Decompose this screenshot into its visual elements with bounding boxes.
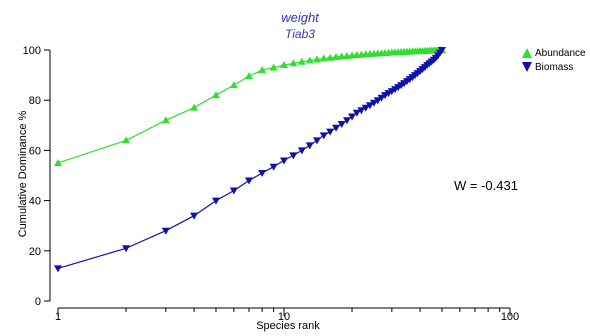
biomass-point [244, 177, 253, 185]
abundance-point [332, 53, 341, 61]
biomass-point [305, 142, 314, 150]
biomass-point [437, 47, 446, 54]
series-layer [54, 46, 446, 273]
biomass-point [352, 109, 361, 117]
x-axis-label: Species rank [256, 320, 320, 332]
biomass-point [337, 121, 346, 129]
biomass-point [122, 245, 131, 253]
abundance-point [326, 53, 335, 61]
abundance-line [57, 49, 443, 164]
abundance-point [297, 57, 306, 65]
biomass-point [332, 124, 341, 132]
biomass-point [258, 169, 267, 177]
y-tick-label: 60 [29, 145, 41, 157]
chart-subtitle: Tiab3 [285, 27, 315, 41]
biomass-point [229, 187, 238, 195]
biomass-point [365, 102, 374, 110]
biomass-point [211, 197, 220, 205]
legend-label-abundance: Abundance [535, 47, 586, 59]
legend-item-abundance: Abundance [522, 46, 586, 60]
abundance-point [54, 158, 62, 166]
biomass-point [377, 94, 386, 102]
abundance-point [269, 63, 278, 71]
axes: 0 20 40 60 80 100 1 10 100 [23, 45, 520, 323]
x-tick-label: 100 [501, 311, 519, 323]
abundance-point [229, 81, 238, 89]
biomass-point [373, 97, 382, 105]
abundance-point [161, 116, 170, 124]
legend-item-biomass: Biomass [522, 60, 586, 74]
abundance-point [122, 136, 131, 144]
biomass-point [369, 99, 378, 107]
w-statistic-annotation: W = -0.431 [454, 178, 518, 193]
y-tick-label: 40 [29, 196, 41, 208]
biomass-point [280, 157, 288, 165]
abundance-point [211, 91, 220, 99]
biomass-point [297, 147, 306, 155]
abundance-point [337, 52, 346, 60]
biomass-point [357, 107, 366, 115]
y-tick-label: 20 [29, 246, 41, 258]
abundance-point [319, 54, 328, 62]
legend: Abundance Biomass [522, 46, 586, 74]
legend-label-biomass: Biomass [535, 61, 574, 73]
biomass-point [54, 265, 62, 273]
triangle-down-icon [522, 62, 532, 72]
abundance-point [258, 66, 267, 74]
y-tick-label: 80 [29, 95, 41, 107]
y-tick-label: 0 [35, 296, 41, 308]
biomass-point [361, 104, 370, 112]
biomass-point [319, 132, 328, 140]
y-axis-label: Cumulative Dominance % [17, 110, 29, 238]
abundance-point [305, 56, 314, 64]
x-tick-label: 1 [55, 311, 61, 323]
biomass-point [326, 128, 335, 136]
triangle-up-icon [522, 48, 532, 58]
x-tick-label: 10 [278, 311, 290, 323]
biomass-point [190, 212, 199, 220]
biomass-line [57, 49, 443, 269]
abundance-point [190, 103, 199, 111]
y-tick-label: 100 [23, 45, 41, 57]
biomass-point [348, 113, 357, 121]
abundance-point [289, 59, 298, 67]
biomass-point [161, 227, 170, 235]
biomass-point [313, 137, 322, 145]
biomass-point [269, 163, 278, 171]
biomass-point [342, 117, 351, 125]
abundance-point [280, 61, 288, 69]
chart-title: weight [281, 10, 319, 25]
abundance-point [244, 72, 253, 80]
abundance-point [313, 55, 322, 63]
biomass-point [289, 152, 298, 160]
